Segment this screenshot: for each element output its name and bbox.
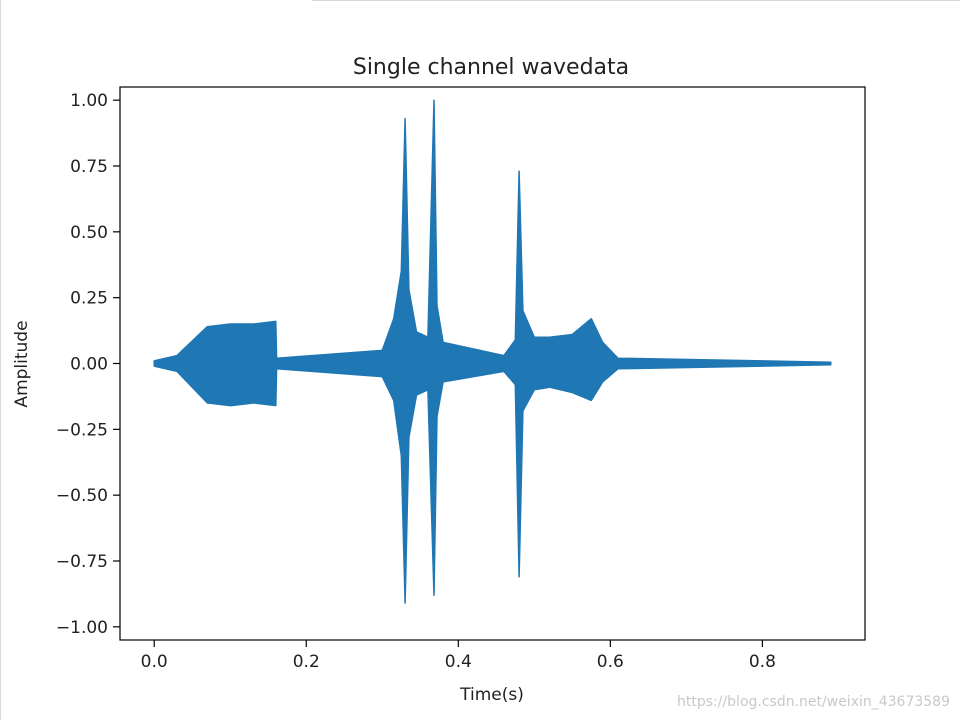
y-tick-label: −0.50 (56, 486, 108, 506)
waveform-series-0 (153, 99, 832, 604)
y-axis-label: Amplitude (12, 320, 32, 407)
y-tick-label: 0.25 (70, 289, 108, 309)
page-border-top (312, 0, 960, 1)
y-tick-label: 1.00 (70, 91, 108, 111)
y-tick-label: 0.00 (70, 355, 108, 375)
chart-title: Single channel wavedata (353, 55, 629, 80)
x-axis-label: Time(s) (459, 685, 524, 705)
x-tick-label: 0.0 (141, 652, 168, 672)
x-tick-label: 0.8 (749, 652, 776, 672)
y-tick-label: 0.50 (70, 223, 108, 243)
x-axis-ticks: 0.0 0.2 0.4 0.6 0.8 (141, 640, 776, 672)
y-tick-label: −0.75 (56, 552, 108, 572)
y-tick-label: −0.25 (56, 420, 108, 440)
watermark: https://blog.csdn.net/weixin_43673589 (676, 694, 950, 710)
page-border-left (0, 0, 1, 720)
x-tick-label: 0.4 (445, 652, 472, 672)
plot-area (153, 99, 832, 604)
y-axis-ticks: 1.00 0.75 0.50 0.25 0.00 −0.25 −0.50 −0.75 −1.00 (56, 91, 120, 638)
x-tick-label: 0.2 (293, 652, 320, 672)
x-tick-label: 0.6 (597, 652, 624, 672)
y-tick-label: 0.75 (70, 157, 108, 177)
y-tick-label: −1.00 (56, 618, 108, 638)
